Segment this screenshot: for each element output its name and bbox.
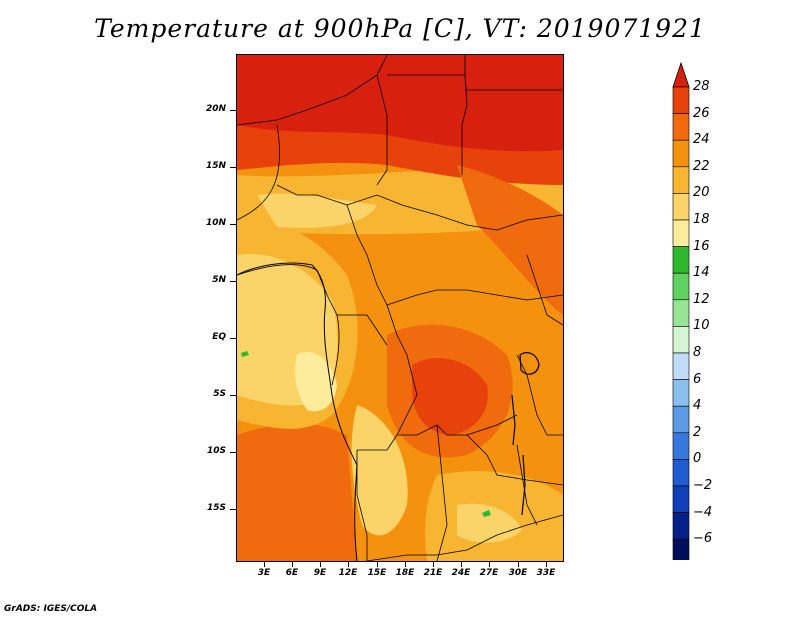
colorbar-label: 12 [693, 291, 710, 307]
temperature-field [237, 55, 563, 561]
lat-tick [230, 452, 236, 453]
field-region-east-sudan [457, 165, 563, 315]
colorbar-segment [672, 326, 690, 354]
lon-tick [518, 562, 519, 567]
colorbar-segment [672, 193, 690, 221]
colorbar-segment [672, 299, 690, 327]
lon-label-6e: 6E [285, 568, 299, 578]
lon-tick [405, 562, 406, 567]
lat-tick [230, 338, 236, 339]
colorbar-segment [672, 432, 690, 460]
lat-label-10s: 10S [206, 446, 226, 456]
field-region-sw-atlantic [237, 423, 357, 561]
lon-label-24e: 24E [451, 568, 471, 578]
colorbar-label: 8 [693, 345, 702, 360]
field-patch-green-west [241, 351, 249, 357]
lon-tick [292, 562, 293, 567]
colorbar-label: 22 [693, 158, 710, 174]
colorbar-segment [672, 405, 690, 434]
lat-tick [230, 224, 236, 225]
plot-title: Temperature at 900hPa [C], VT: 201907192… [94, 14, 706, 43]
lon-tick [489, 562, 490, 567]
colorbar-label: −6 [693, 531, 713, 547]
colorbar-segment [672, 379, 690, 407]
colorbar-label: 28 [693, 79, 710, 94]
lat-tick [230, 281, 236, 282]
colorbar-segment [672, 246, 690, 274]
colorbar-segment [672, 166, 690, 194]
lake-outlines [511, 352, 540, 516]
lat-label-15s: 15S [206, 503, 226, 513]
lon-label-15e: 15E [367, 568, 387, 578]
colorbar-label: 18 [693, 212, 710, 227]
colorbar-label: 20 [693, 185, 710, 201]
field-region-sahel-cool [257, 193, 377, 228]
lon-label-33e: 33E [536, 568, 556, 578]
lat-label-15n: 15N [205, 161, 226, 171]
country-borders [237, 55, 563, 561]
lon-label-30e: 30E [508, 568, 528, 578]
colorbar-segment [672, 459, 690, 487]
colorbar-segment [672, 139, 690, 168]
lon-tick [320, 562, 321, 567]
colorbar-segment [672, 512, 690, 540]
lat-label-eq: EQ [212, 332, 226, 342]
field-patch-green-south [482, 510, 491, 517]
field-region-north-hot [237, 55, 563, 152]
lon-tick [461, 562, 462, 567]
lon-tick [377, 562, 378, 567]
lat-label-20n: 20N [205, 104, 226, 114]
map-plot-area [236, 54, 564, 562]
grads-credit: GrADS: IGES/COLA [4, 604, 98, 614]
colorbar-segment [672, 538, 690, 560]
colorbar-label: 24 [693, 132, 710, 148]
lon-label-21e: 21E [423, 568, 443, 578]
colorbar-segment [672, 272, 690, 301]
lon-tick [546, 562, 547, 567]
colorbar [672, 61, 690, 560]
colorbar-label: −4 [693, 504, 713, 520]
lat-tick [230, 110, 236, 111]
lon-label-12e: 12E [338, 568, 358, 578]
lat-tick [230, 395, 236, 396]
coastline [237, 262, 358, 561]
colorbar-segment [672, 86, 690, 114]
colorbar-label: 10 [693, 318, 710, 334]
colorbar-label: 6 [693, 371, 702, 387]
colorbar-label: 4 [693, 398, 702, 414]
colorbar-label: 14 [693, 265, 710, 281]
lat-label-5n: 5N [212, 275, 226, 285]
field-region-congo-hot [412, 357, 488, 435]
lon-label-9e: 9E [313, 568, 327, 578]
lat-tick [230, 509, 236, 510]
lon-tick [348, 562, 349, 567]
lon-label-18e: 18E [395, 568, 415, 578]
colorbar-over-triangle [672, 61, 690, 88]
colorbar-label: 16 [693, 238, 710, 254]
lat-label-5s: 5S [213, 389, 226, 399]
lon-tick [433, 562, 434, 567]
lat-label-10n: 10N [205, 218, 226, 228]
lat-tick [230, 167, 236, 168]
colorbar-segment [672, 352, 690, 380]
lon-label-3e: 3E [257, 568, 271, 578]
colorbar-label: 0 [693, 451, 702, 467]
field-region-zambia [457, 503, 522, 543]
lon-tick [264, 562, 265, 567]
colorbar-segment [672, 485, 690, 513]
lon-label-27e: 27E [479, 568, 499, 578]
colorbar-label: 2 [693, 424, 702, 440]
colorbar-label: −2 [693, 478, 713, 493]
field-region-angola [351, 405, 408, 536]
colorbar-label: 26 [693, 105, 710, 121]
field-region-coolest [295, 351, 337, 412]
colorbar-segment [672, 219, 690, 247]
colorbar-segment [672, 113, 690, 141]
